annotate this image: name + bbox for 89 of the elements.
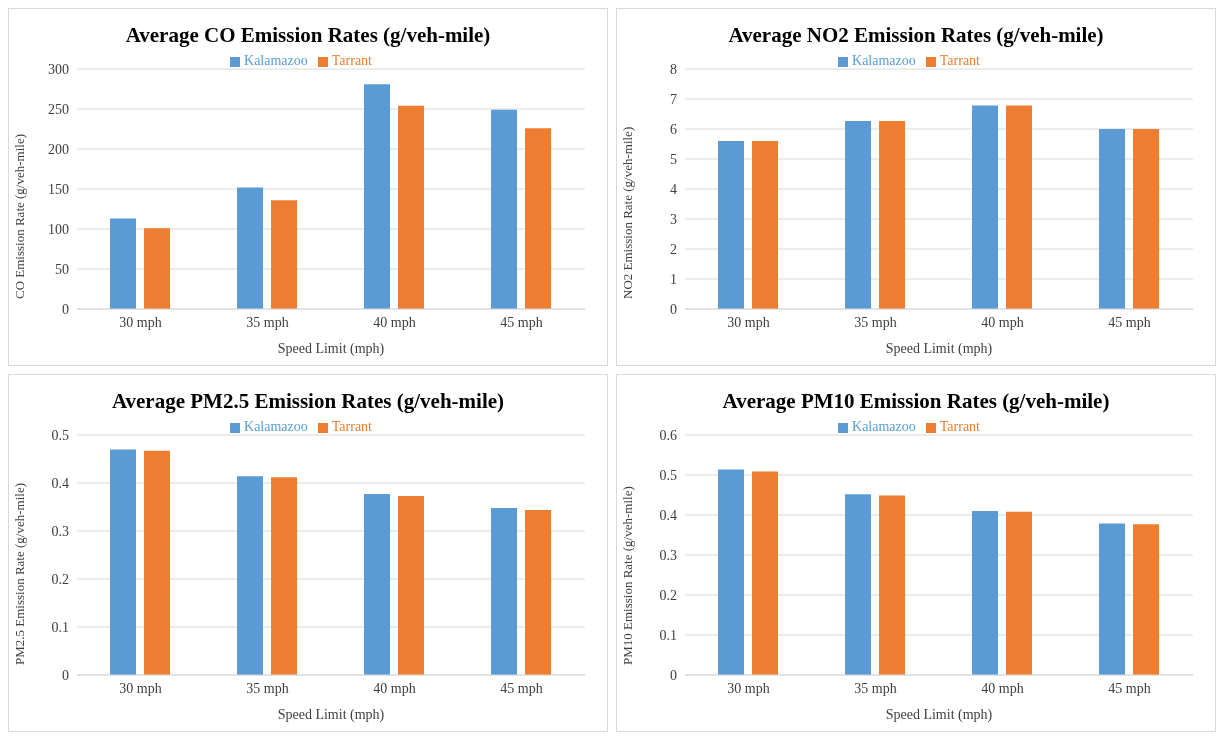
- legend-label: Tarrant: [331, 53, 372, 68]
- y-tick-label: 150: [48, 181, 69, 197]
- x-tick-label: 45 mph: [1108, 680, 1151, 696]
- y-tick-label: 0.1: [51, 619, 69, 635]
- legend-label: Tarrant: [331, 419, 372, 434]
- x-axis-title: Speed Limit (mph): [277, 707, 385, 723]
- bar: [237, 476, 264, 675]
- y-tick-label: 0.3: [659, 547, 677, 563]
- y-tick-label: 0.1: [659, 627, 677, 643]
- bar: [525, 509, 552, 675]
- y-tick-label: 0.5: [51, 427, 69, 443]
- y-tick-label: 0: [670, 667, 677, 683]
- bar: [398, 495, 425, 675]
- chart-title: Average PM10 Emission Rates (g/veh-mile): [721, 388, 1111, 415]
- x-tick-label: 40 mph: [981, 680, 1024, 696]
- x-tick-label: 30 mph: [119, 314, 162, 330]
- y-axis-title: CO Emission Rate (g/veh-mile): [11, 133, 27, 299]
- y-tick-label: 8: [670, 61, 677, 77]
- y-tick-label: 0.6: [659, 427, 677, 443]
- chart-title: Average CO Emission Rates (g/veh-mile): [124, 22, 492, 49]
- legend-label: Tarrant: [939, 53, 980, 68]
- x-tick-label: 45 mph: [500, 314, 543, 330]
- bar: [525, 128, 552, 309]
- x-tick-label: 35 mph: [854, 680, 897, 696]
- bar: [144, 228, 171, 309]
- bar: [237, 187, 264, 309]
- chart-title: Average PM2.5 Emission Rates (g/veh-mile): [110, 388, 506, 415]
- y-tick-label: 1: [670, 271, 677, 287]
- legend-label: Kalamazoo: [244, 53, 308, 68]
- x-tick-label: 30 mph: [119, 680, 162, 696]
- bar: [271, 477, 298, 675]
- bar: [879, 495, 906, 675]
- x-tick-label: 40 mph: [981, 314, 1024, 330]
- y-tick-label: 0.4: [51, 475, 69, 491]
- bar: [271, 200, 298, 309]
- bar: [398, 105, 425, 309]
- y-tick-label: 6: [670, 121, 677, 137]
- y-tick-label: 0.3: [51, 523, 69, 539]
- bar: [110, 449, 137, 675]
- bar: [972, 511, 999, 675]
- bar: [491, 109, 518, 309]
- x-tick-label: 45 mph: [1108, 314, 1151, 330]
- chart-title: Average NO2 Emission Rates (g/veh-mile): [727, 22, 1105, 49]
- y-tick-label: 250: [48, 101, 69, 117]
- x-tick-label: 35 mph: [854, 314, 897, 330]
- y-tick-label: 100: [48, 221, 69, 237]
- x-tick-label: 35 mph: [246, 314, 289, 330]
- bar: [1006, 511, 1033, 675]
- y-tick-label: 200: [48, 141, 69, 157]
- bar: [845, 494, 872, 675]
- bar: [1133, 524, 1160, 675]
- y-axis-title: PM2.5 Emission Rate (g/veh-mile): [11, 483, 27, 665]
- legend-label: Kalamazoo: [244, 419, 308, 434]
- bar: [364, 494, 391, 675]
- bar: [110, 218, 137, 309]
- y-tick-label: 0.4: [659, 507, 677, 523]
- x-tick-label: 30 mph: [727, 314, 770, 330]
- x-tick-label: 40 mph: [373, 314, 416, 330]
- bar: [1099, 523, 1126, 675]
- x-tick-label: 30 mph: [727, 680, 770, 696]
- y-tick-label: 5: [670, 151, 677, 167]
- y-tick-label: 50: [55, 261, 69, 277]
- y-tick-label: 0.2: [51, 571, 69, 587]
- y-tick-label: 300: [48, 61, 69, 77]
- y-tick-label: 0.5: [659, 467, 677, 483]
- y-tick-label: 4: [670, 181, 677, 197]
- x-axis-title: Speed Limit (mph): [277, 341, 385, 357]
- bar: [144, 450, 171, 675]
- bar: [718, 469, 745, 675]
- y-tick-label: 0: [62, 667, 69, 683]
- y-axis-title: NO2 Emission Rate (g/veh-mile): [619, 126, 635, 299]
- legend-label: Tarrant: [939, 419, 980, 434]
- bar: [752, 471, 779, 675]
- y-axis-title: PM10 Emission Rate (g/veh-mile): [619, 486, 635, 665]
- bar: [491, 507, 518, 675]
- x-axis-title: Speed Limit (mph): [885, 341, 993, 357]
- y-tick-label: 0.2: [659, 587, 677, 603]
- x-axis-title: Speed Limit (mph): [885, 707, 993, 723]
- y-tick-label: 3: [670, 211, 677, 227]
- bar: [364, 84, 391, 309]
- x-tick-label: 35 mph: [246, 680, 289, 696]
- x-tick-label: 45 mph: [500, 680, 543, 696]
- y-tick-label: 2: [670, 241, 677, 257]
- y-tick-label: 0: [62, 301, 69, 317]
- legend-label: Kalamazoo: [852, 53, 916, 68]
- y-tick-label: 0: [670, 301, 677, 317]
- legend-label: Kalamazoo: [852, 419, 916, 434]
- y-tick-label: 7: [670, 91, 677, 107]
- x-tick-label: 40 mph: [373, 680, 416, 696]
